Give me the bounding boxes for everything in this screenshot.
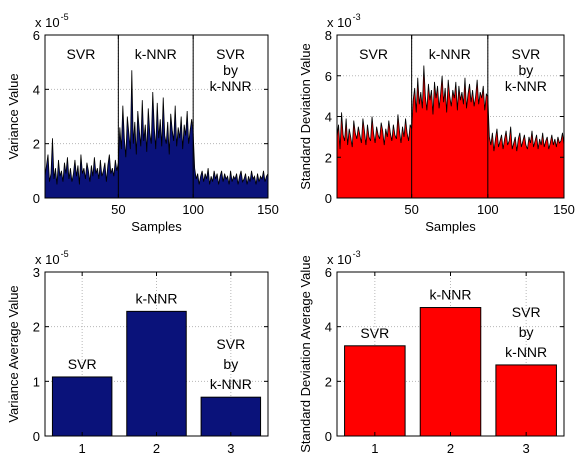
region-label: by [519, 62, 534, 78]
y-axis-label: Variance Value [6, 73, 21, 159]
x-tick-label: 1 [79, 441, 86, 456]
bar-label: SVR [512, 304, 541, 320]
y-tick-label: 1 [33, 374, 40, 389]
series-line [336, 65, 565, 152]
y-tick-label: 2 [33, 137, 40, 152]
x-tick-label: 100 [477, 202, 499, 217]
x-tick-label: 2 [447, 441, 454, 456]
y-tick-label: 0 [325, 191, 332, 206]
y-tick-label: 0 [33, 191, 40, 206]
x-tick-label: 50 [111, 202, 125, 217]
x-tick-label: 150 [553, 202, 575, 217]
bar-label: SVR [360, 325, 389, 341]
bar-label: k-NNR [210, 376, 252, 392]
region-label: k-NNR [135, 46, 177, 62]
bar-label: SVR [216, 336, 245, 352]
exponent-label: x 10 [327, 15, 352, 30]
exponent-power: -3 [353, 12, 361, 22]
region-label: SVR [67, 46, 96, 62]
x-tick-label: 1 [371, 441, 378, 456]
x-tick-label: 3 [227, 441, 234, 456]
y-tick-label: 0 [325, 429, 332, 444]
bar-1 [51, 376, 113, 437]
bar-3 [200, 396, 262, 437]
y-tick-label: 2 [33, 320, 40, 335]
region-label: by [223, 62, 238, 78]
bar-2 [126, 310, 187, 437]
y-tick-label: 6 [325, 69, 332, 84]
region-label: SVR [359, 46, 388, 62]
y-axis-label: Standard Deviation Value [298, 43, 313, 189]
y-tick-label: 4 [325, 320, 332, 335]
exponent-label: x 10 [35, 15, 60, 30]
bar-label: SVR [68, 356, 97, 372]
bar-label: k-NNR [505, 344, 547, 360]
bar-2 [419, 307, 482, 437]
x-tick-label: 100 [182, 202, 204, 217]
series-line [44, 70, 269, 185]
region-label: k-NNR [429, 46, 471, 62]
y-tick-label: 6 [33, 28, 40, 43]
series-area [337, 65, 564, 198]
y-tick-label: 3 [33, 265, 40, 280]
x-tick-label: 150 [257, 202, 279, 217]
chart-panel-4: SVR k-NNR SVR by k-NNR 0 2 4 6 1 2 3 x 10 -3 Standard … [298, 249, 565, 456]
y-tick-label: 4 [33, 82, 40, 97]
y-tick-label: 4 [325, 110, 332, 125]
y-tick-label: 8 [325, 28, 332, 43]
x-tick-label: 50 [404, 202, 418, 217]
region-label: SVR [216, 46, 245, 62]
exponent-power: -3 [353, 249, 361, 259]
axes-frame [44, 34, 269, 199]
bar-label: k-NNR [136, 290, 178, 306]
bar-label: by [519, 324, 534, 340]
x-axis-label: Samples [131, 219, 182, 234]
y-axis-label: Variance Average Value [6, 285, 21, 422]
bar-1 [344, 345, 406, 437]
y-tick-label: 2 [325, 150, 332, 165]
y-tick-label: 2 [325, 374, 332, 389]
y-tick-label: 0 [33, 429, 40, 444]
y-axis-label: Standard Deviation Average Value [298, 255, 313, 453]
x-axis-label: Samples [425, 219, 476, 234]
bar-3 [495, 364, 557, 437]
region-label: k-NNR [210, 78, 252, 94]
bar-label: k-NNR [430, 287, 472, 303]
bar-label: by [223, 356, 238, 372]
exponent-label: x 10 [327, 252, 352, 267]
region-label: SVR [512, 46, 541, 62]
x-tick-label: 3 [523, 441, 530, 456]
x-tick-label: 2 [153, 441, 160, 456]
exponent-label: x 10 [35, 252, 60, 267]
region-label: k-NNR [505, 78, 547, 94]
exponent-power: -5 [61, 249, 69, 259]
exponent-power: -5 [61, 12, 69, 22]
y-tick-label: 6 [325, 265, 332, 280]
